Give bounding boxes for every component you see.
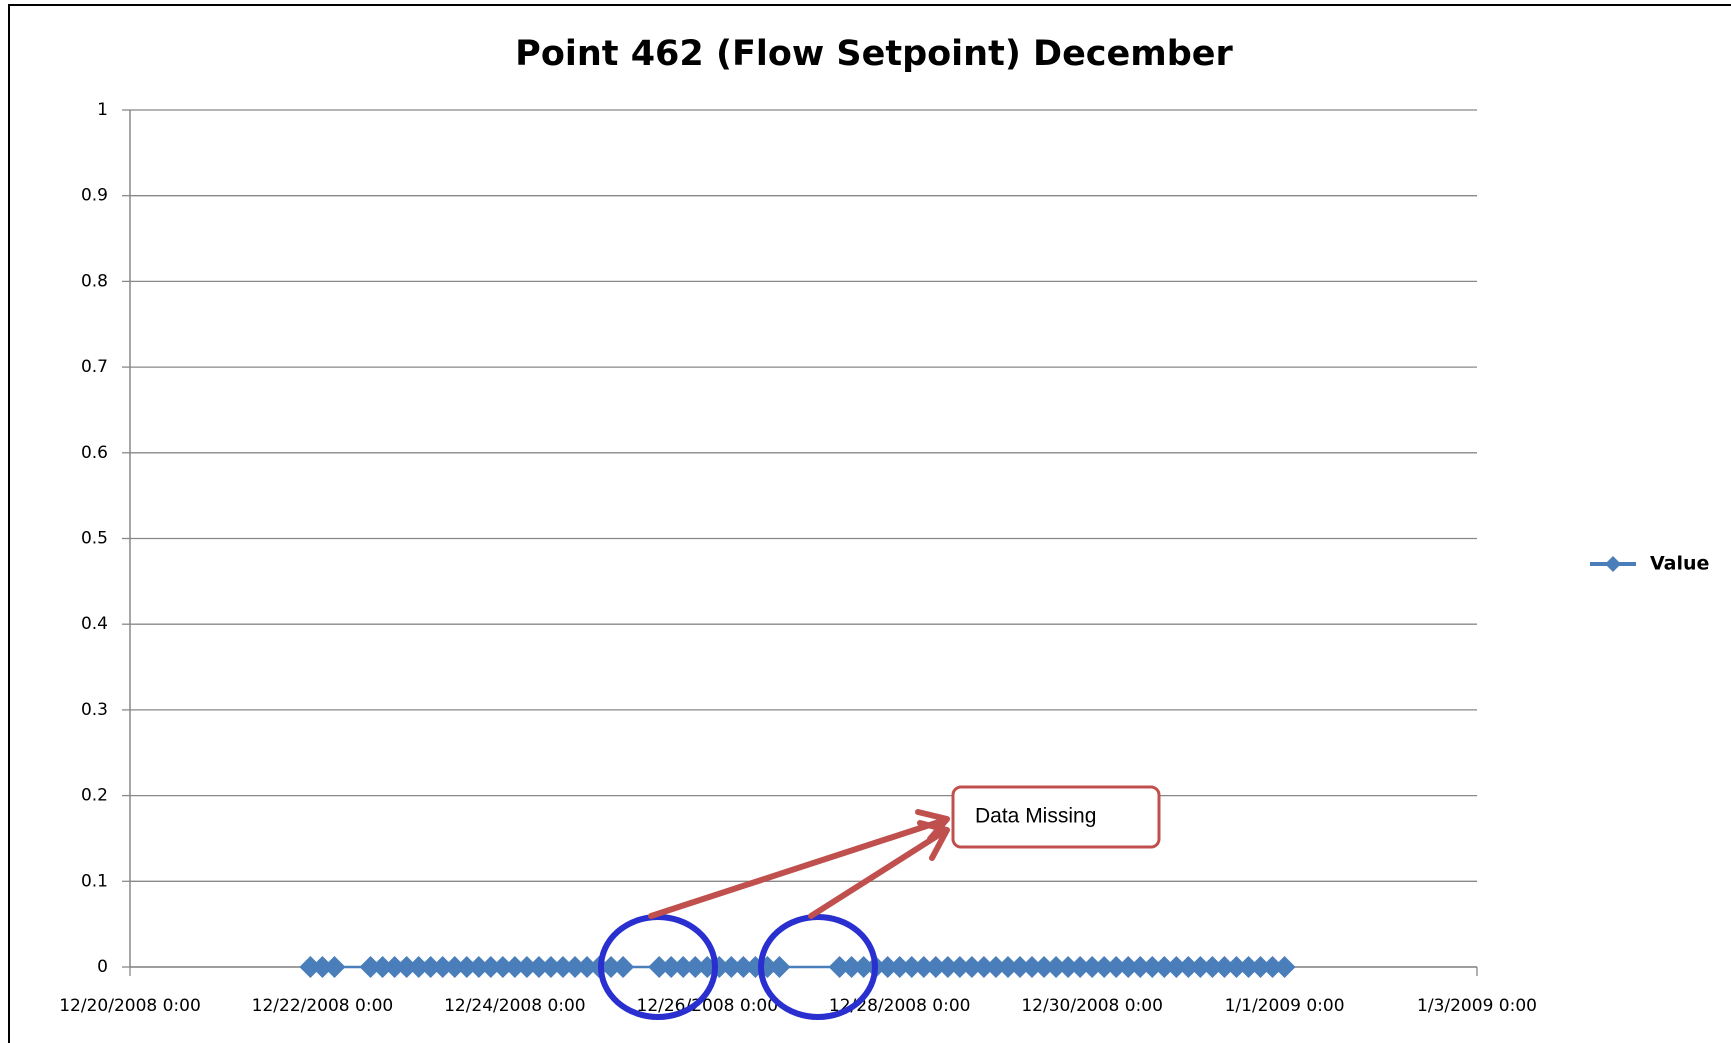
marker xyxy=(972,956,995,978)
marker xyxy=(1165,956,1188,978)
y-tick-label: 1 xyxy=(97,100,108,120)
legend-label: Value xyxy=(1650,553,1709,575)
marker xyxy=(311,956,334,978)
marker xyxy=(1237,956,1260,978)
y-tick-label: 0.8 xyxy=(81,271,108,291)
marker xyxy=(720,956,743,978)
marker xyxy=(299,956,322,978)
marker xyxy=(840,956,863,978)
marker xyxy=(1273,956,1296,978)
marker xyxy=(551,956,574,978)
marker xyxy=(1081,956,1104,978)
marker xyxy=(984,956,1007,978)
marker xyxy=(1261,956,1284,978)
marker xyxy=(443,956,466,978)
marker xyxy=(960,956,983,978)
marker xyxy=(371,956,394,978)
x-tick-label: 12/26/2008 0:00 xyxy=(637,996,779,1016)
marker xyxy=(419,956,442,978)
marker xyxy=(491,956,514,978)
marker xyxy=(431,956,454,978)
marker xyxy=(996,956,1019,978)
x-tick-label: 1/3/2009 0:00 xyxy=(1417,996,1537,1016)
annotations: Data Missing xyxy=(598,785,1161,1020)
callout-text: Data Missing xyxy=(975,805,1096,828)
marker xyxy=(1117,956,1140,978)
marker xyxy=(1069,956,1092,978)
marker xyxy=(359,956,382,978)
marker xyxy=(1008,956,1031,978)
marker xyxy=(660,956,683,978)
x-tick-label: 12/28/2008 0:00 xyxy=(829,996,971,1016)
marker xyxy=(1021,956,1044,978)
y-tick-label: 0.2 xyxy=(81,786,108,806)
marker xyxy=(467,956,490,978)
x-tick-label: 12/20/2008 0:00 xyxy=(59,996,201,1016)
marker xyxy=(1213,956,1236,978)
marker xyxy=(539,956,562,978)
marker xyxy=(852,956,875,978)
chart-title: Point 462 (Flow Setpoint) December xyxy=(515,34,1233,74)
highlight-circle xyxy=(758,914,878,1020)
x-tick-label: 1/1/2009 0:00 xyxy=(1225,996,1345,1016)
marker xyxy=(1153,956,1176,978)
marker xyxy=(768,956,791,978)
marker xyxy=(672,956,695,978)
y-tick-label: 0.4 xyxy=(81,614,108,634)
marker xyxy=(515,956,538,978)
marker xyxy=(600,956,623,978)
marker xyxy=(527,956,550,978)
marker xyxy=(888,956,911,978)
marker xyxy=(1129,956,1152,978)
marker xyxy=(455,956,478,978)
marker xyxy=(924,956,947,978)
y-tick-label: 0.1 xyxy=(81,871,108,891)
marker xyxy=(576,956,599,978)
marker xyxy=(936,956,959,978)
marker xyxy=(612,956,635,978)
x-tick-label: 12/30/2008 0:00 xyxy=(1021,996,1163,1016)
marker xyxy=(876,956,899,978)
marker xyxy=(732,956,755,978)
marker xyxy=(1177,956,1200,978)
marker xyxy=(684,956,707,978)
marker xyxy=(912,956,935,978)
marker xyxy=(1249,956,1272,978)
y-tick-label: 0.6 xyxy=(81,443,108,463)
marker xyxy=(1189,956,1212,978)
marker xyxy=(1033,956,1056,978)
y-tick-label: 0.3 xyxy=(81,700,108,720)
callout-box xyxy=(951,785,1161,849)
marker xyxy=(1093,956,1116,978)
marker xyxy=(563,956,586,978)
marker xyxy=(503,956,526,978)
chart-frame xyxy=(8,4,1731,1043)
marker xyxy=(1201,956,1224,978)
marker xyxy=(383,956,406,978)
marker xyxy=(828,956,851,978)
marker xyxy=(948,956,971,978)
marker xyxy=(1141,956,1164,978)
marker xyxy=(323,956,346,978)
marker xyxy=(395,956,418,978)
y-tick-label: 0.5 xyxy=(81,529,108,549)
y-tick-label: 0.7 xyxy=(81,357,108,377)
marker xyxy=(407,956,430,978)
y-tick-label: 0 xyxy=(97,957,108,977)
y-tick-label: 0.9 xyxy=(81,186,108,206)
arrow xyxy=(648,809,950,919)
marker xyxy=(1225,956,1248,978)
marker xyxy=(1057,956,1080,978)
x-tick-label: 12/22/2008 0:00 xyxy=(252,996,394,1016)
marker xyxy=(1105,956,1128,978)
highlight-circle xyxy=(598,914,718,1020)
marker xyxy=(479,956,502,978)
marker xyxy=(1045,956,1068,978)
marker xyxy=(900,956,923,978)
legend-marker xyxy=(1605,556,1621,572)
marker xyxy=(648,956,671,978)
x-tick-label: 12/24/2008 0:00 xyxy=(444,996,586,1016)
